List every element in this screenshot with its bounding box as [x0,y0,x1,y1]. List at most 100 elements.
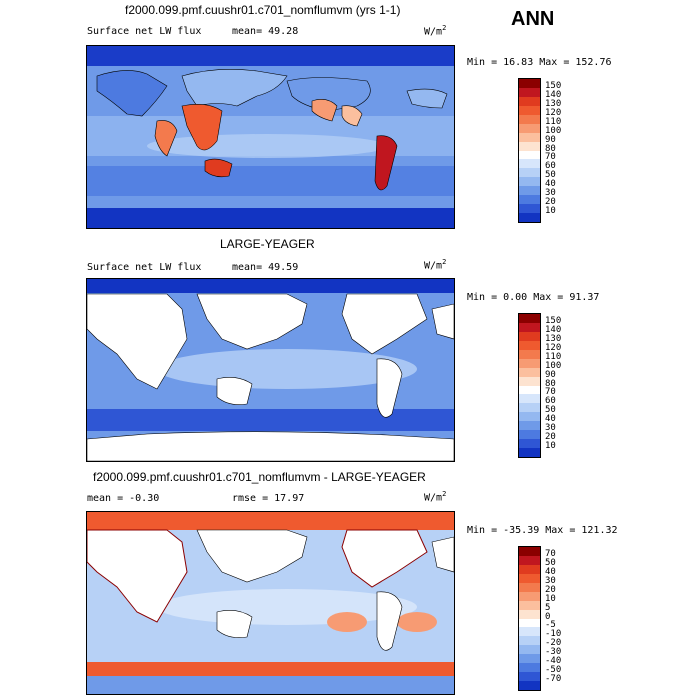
colorbar-tick-label: 30 [545,423,556,434]
colorbar-tick-label: -20 [545,638,562,649]
colorbar-tick-label: 100 [545,125,562,136]
panel-2-colorbar [518,313,541,458]
colorbar-swatch [519,340,540,350]
panel-2-minmax: Min = 0.00 Max = 91.37 [467,292,600,303]
colorbar-tick-label: 50 [545,405,556,416]
colorbar-swatch [519,96,540,106]
colorbar-swatch [519,412,540,422]
colorbar-swatch [519,114,540,124]
colorbar-tick-label: 5 [545,602,551,613]
colorbar-tick-label: 150 [545,80,562,91]
colorbar-tick-label: 130 [545,98,562,109]
colorbar-swatch [519,681,540,690]
colorbar-swatch [519,349,540,359]
colorbar-swatch [519,609,540,619]
colorbar-swatch [519,186,540,196]
panel-3-mean: mean = -0.30 [87,493,160,504]
panel-3-title: f2000.099.pmf.cuushr01.c701_nomflumvm - … [93,470,426,484]
colorbar-swatch [519,403,540,413]
colorbar-tick-label: 30 [545,188,556,199]
colorbar-tick-label: 140 [545,324,562,335]
colorbar-tick-label: 60 [545,161,556,172]
colorbar-tick-label: 80 [545,378,556,389]
colorbar-tick-label: 70 [545,152,556,163]
colorbar-tick-label: 70 [545,548,556,559]
colorbar-swatch [519,204,540,214]
colorbar-tick-label: -40 [545,656,562,667]
panel-1-mean: mean= 49.28 [232,26,299,37]
panel-2-mean: mean= 49.59 [232,262,299,273]
colorbar-swatch [519,177,540,187]
colorbar-tick-label: 90 [545,369,556,380]
colorbar-tick-label: -5 [545,620,556,631]
colorbar-swatch [519,358,540,368]
colorbar-tick-label: 140 [545,89,562,100]
colorbar-tick-label: -10 [545,629,562,640]
colorbar-tick-label: 70 [545,387,556,398]
colorbar-swatch [519,385,540,395]
colorbar-tick-label: 10 [545,441,556,452]
colorbar-tick-label: 20 [545,432,556,443]
colorbar-swatch [519,322,540,332]
colorbar-swatch [519,430,540,440]
colorbar-tick-label: 150 [545,315,562,326]
colorbar-swatch [519,663,540,673]
panel-1-colorbar [518,78,541,223]
colorbar-tick-label: 50 [545,170,556,181]
colorbar-swatch [519,672,540,682]
colorbar-swatch [519,331,540,341]
panel-1-map [86,45,455,229]
colorbar-swatch [519,314,540,323]
colorbar-swatch [519,213,540,222]
colorbar-swatch [519,394,540,404]
colorbar-swatch [519,582,540,592]
panel-3-minmax: Min = -35.39 Max = 121.32 [467,525,618,536]
colorbar-tick-label: 60 [545,396,556,407]
panel-1-minmax: Min = 16.83 Max = 152.76 [467,57,612,68]
season-label: ANN [511,8,555,30]
colorbar-swatch [519,654,540,664]
colorbar-tick-label: 110 [545,116,562,127]
panel-3-colorbar [518,546,541,691]
colorbar-tick-label: 130 [545,333,562,344]
colorbar-tick-label: 100 [545,360,562,371]
colorbar-tick-label: 0 [545,611,551,622]
panel-2-colorbar-cells [519,314,540,457]
colorbar-tick-label: -30 [545,647,562,658]
colorbar-tick-label: 90 [545,134,556,145]
colorbar-swatch [519,123,540,133]
colorbar-tick-label: 20 [545,197,556,208]
colorbar-tick-label: 10 [545,593,556,604]
colorbar-tick-label: 10 [545,206,556,217]
colorbar-swatch [519,600,540,610]
colorbar-tick-label: 80 [545,143,556,154]
colorbar-tick-label: 50 [545,557,556,568]
colorbar-swatch [519,555,540,565]
colorbar-swatch [519,645,540,655]
colorbar-tick-label: 40 [545,179,556,190]
colorbar-swatch [519,168,540,178]
panel-3-rmse: rmse = 17.97 [232,493,305,504]
colorbar-swatch [519,618,540,628]
colorbar-swatch [519,591,540,601]
colorbar-swatch [519,79,540,88]
colorbar-tick-label: 30 [545,575,556,586]
colorbar-swatch [519,105,540,115]
colorbar-swatch [519,367,540,377]
panel-2-title: LARGE-YEAGER [220,237,315,251]
colorbar-swatch [519,439,540,449]
colorbar-tick-label: -50 [545,665,562,676]
panel-1-colorbar-labels: 150 140 130 120 110 100 90 80 70 60 50 40 30 20 10 [545,78,585,223]
colorbar-tick-label: 120 [545,342,562,353]
panel-1-field-label: Surface net LW flux [87,26,202,37]
colorbar-tick-label: 110 [545,351,562,362]
colorbar-swatch [519,636,540,646]
colorbar-swatch [519,448,540,457]
colorbar-swatch [519,547,540,556]
panel-3-colorbar-cells [519,547,540,690]
panel-2-units: W/m2 [424,258,447,272]
colorbar-swatch [519,132,540,142]
colorbar-swatch [519,564,540,574]
panel-3-units: W/m2 [424,490,447,504]
panel-2-field-label: Surface net LW flux [87,262,202,273]
